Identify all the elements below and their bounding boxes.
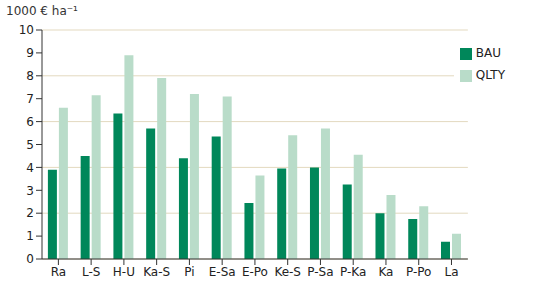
svg-text:7: 7 bbox=[26, 92, 34, 106]
svg-text:P-Ka: P-Ka bbox=[340, 265, 366, 279]
svg-text:9: 9 bbox=[26, 46, 34, 60]
svg-text:P-Sa: P-Sa bbox=[307, 265, 333, 279]
svg-text:La: La bbox=[444, 265, 458, 279]
svg-text:H-U: H-U bbox=[113, 265, 135, 279]
html-text:QLTY: QLTY bbox=[475, 68, 505, 82]
svg-text:6: 6 bbox=[26, 115, 34, 129]
svg-text:1: 1 bbox=[26, 229, 34, 243]
svg-text:Ra: Ra bbox=[51, 265, 66, 279]
svg-text:5: 5 bbox=[26, 138, 34, 152]
svg-text:L-S: L-S bbox=[82, 265, 100, 279]
svg-text:P-Po: P-Po bbox=[406, 265, 431, 279]
svg-text:4: 4 bbox=[26, 161, 34, 175]
svg-text:10: 10 bbox=[19, 23, 34, 37]
svg-text:Ka: Ka bbox=[378, 265, 393, 279]
svg-text:0: 0 bbox=[26, 252, 34, 266]
svg-text:E-Po: E-Po bbox=[242, 265, 268, 279]
html-text:BAU: BAU bbox=[475, 46, 502, 60]
html-text:1000 € ha⁻¹: 1000 € ha⁻¹ bbox=[6, 4, 78, 18]
svg-text:Pi: Pi bbox=[184, 265, 194, 279]
svg-text:8: 8 bbox=[26, 69, 34, 83]
svg-text:E-Sa: E-Sa bbox=[209, 265, 236, 279]
svg-text:Ka-S: Ka-S bbox=[143, 265, 170, 279]
svg-text:3: 3 bbox=[26, 184, 34, 198]
svg-text:Ke-S: Ke-S bbox=[274, 265, 301, 279]
svg-text:2: 2 bbox=[26, 206, 34, 220]
